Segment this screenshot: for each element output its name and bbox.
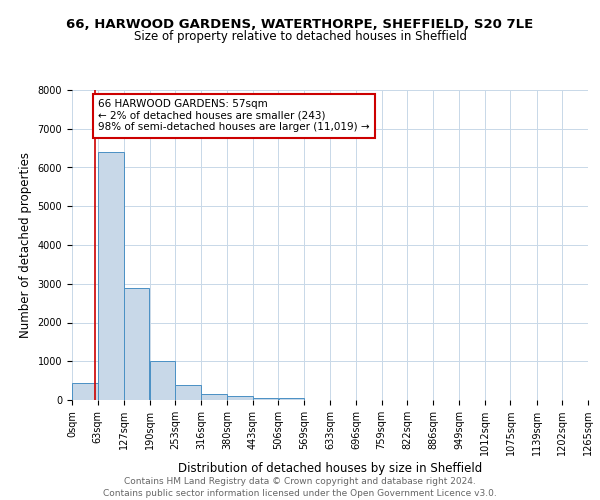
Text: 66, HARWOOD GARDENS, WATERTHORPE, SHEFFIELD, S20 7LE: 66, HARWOOD GARDENS, WATERTHORPE, SHEFFI… <box>67 18 533 30</box>
Bar <box>253 398 278 400</box>
Bar <box>149 361 175 400</box>
Text: 66 HARWOOD GARDENS: 57sqm
← 2% of detached houses are smaller (243)
98% of semi-: 66 HARWOOD GARDENS: 57sqm ← 2% of detach… <box>98 100 370 132</box>
Bar <box>124 288 149 400</box>
Text: Contains HM Land Registry data © Crown copyright and database right 2024.
Contai: Contains HM Land Registry data © Crown c… <box>103 476 497 498</box>
Bar <box>98 152 124 400</box>
Y-axis label: Number of detached properties: Number of detached properties <box>19 152 32 338</box>
Bar <box>175 386 201 400</box>
Bar <box>72 382 98 400</box>
X-axis label: Distribution of detached houses by size in Sheffield: Distribution of detached houses by size … <box>178 462 482 475</box>
Bar <box>201 394 227 400</box>
Bar <box>278 398 304 400</box>
Text: Size of property relative to detached houses in Sheffield: Size of property relative to detached ho… <box>133 30 467 43</box>
Bar <box>227 396 253 400</box>
